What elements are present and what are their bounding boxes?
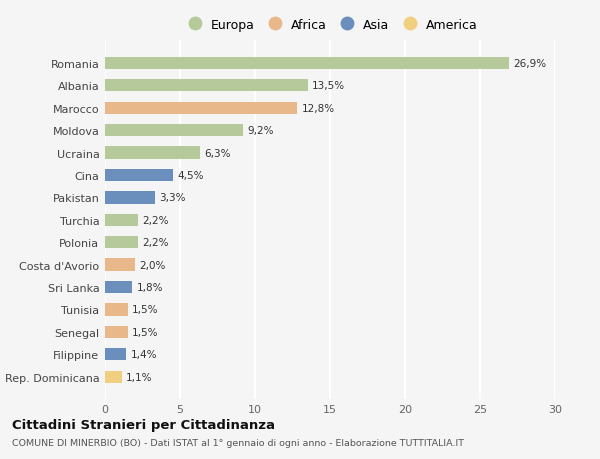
Text: 4,5%: 4,5% <box>177 171 203 180</box>
Text: 6,3%: 6,3% <box>204 148 230 158</box>
Bar <box>105 281 132 294</box>
Text: 2,2%: 2,2% <box>143 215 169 225</box>
Bar <box>105 214 138 226</box>
Text: 13,5%: 13,5% <box>312 81 345 91</box>
Bar <box>105 192 155 204</box>
Bar <box>105 326 128 338</box>
Text: 1,1%: 1,1% <box>126 372 152 382</box>
Text: Cittadini Stranieri per Cittadinanza: Cittadini Stranieri per Cittadinanza <box>12 418 275 431</box>
Bar <box>105 57 509 70</box>
Text: 3,3%: 3,3% <box>159 193 185 203</box>
Bar <box>105 304 128 316</box>
Text: 1,5%: 1,5% <box>132 327 158 337</box>
Bar <box>105 169 173 182</box>
Text: 2,2%: 2,2% <box>143 238 169 248</box>
Text: COMUNE DI MINERBIO (BO) - Dati ISTAT al 1° gennaio di ogni anno - Elaborazione T: COMUNE DI MINERBIO (BO) - Dati ISTAT al … <box>12 438 464 448</box>
Text: 9,2%: 9,2% <box>248 126 274 136</box>
Text: 12,8%: 12,8% <box>302 103 335 113</box>
Text: 2,0%: 2,0% <box>139 260 166 270</box>
Bar <box>105 259 135 271</box>
Text: 1,4%: 1,4% <box>131 350 157 359</box>
Bar <box>105 125 243 137</box>
Bar <box>105 147 199 159</box>
Legend: Europa, Africa, Asia, America: Europa, Africa, Asia, America <box>182 18 478 32</box>
Text: 1,8%: 1,8% <box>137 282 163 292</box>
Bar <box>105 102 297 115</box>
Bar <box>105 348 126 361</box>
Bar <box>105 80 308 92</box>
Bar <box>105 236 138 249</box>
Text: 1,5%: 1,5% <box>132 305 158 315</box>
Text: 26,9%: 26,9% <box>513 59 546 69</box>
Bar <box>105 371 121 383</box>
